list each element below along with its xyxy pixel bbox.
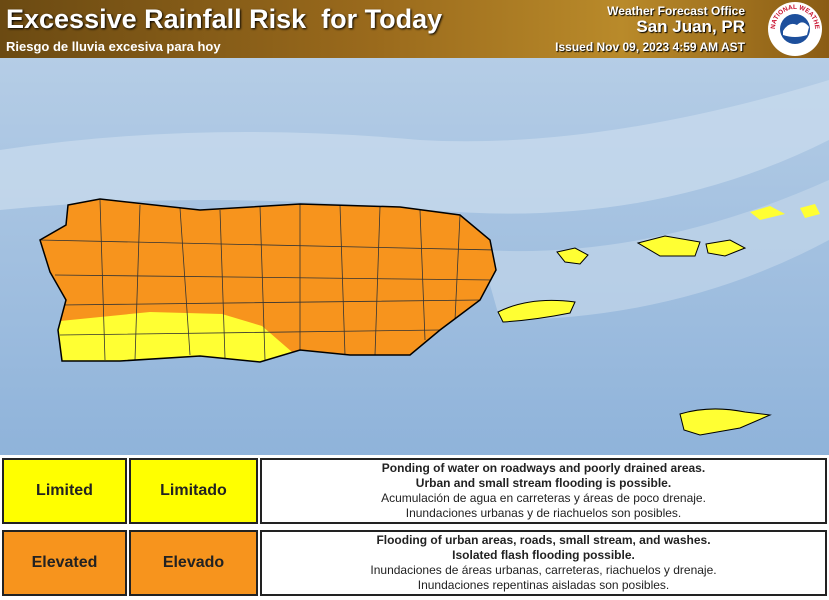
description-line: Isolated flash flooding possible. [452,548,635,562]
nws-logo: NATIONAL WEATHER SERVICE [767,1,822,56]
risk-spanish: Elevado [129,530,258,596]
description-line: Flooding of urban areas, roads, small st… [376,533,711,547]
office: Weather Forecast Office [607,4,745,18]
header: Excessive Rainfall Risk for Today Riesgo… [0,0,829,58]
description-line: Ponding of water on roadways and poorly … [381,461,706,475]
location: San Juan, PR [636,17,745,36]
title: Excessive Rainfall Risk for Today [6,4,443,34]
legend: Limited Limitado Ponding of water on roadw… [0,455,829,600]
legend-row: Elevated Elevado Flooding of urban areas, … [0,527,829,597]
description-line: Inundaciones repentinas aisladas son pos… [417,578,670,592]
description-line: Inundaciones urbanas y de riachuelos son… [405,506,682,520]
description-line: Urban and small stream flooding is possi… [415,476,672,490]
description-line: Inundaciones de áreas urbanas, carretera… [370,563,717,577]
legend-row: Limited Limitado Ponding of water on roadw… [0,455,829,525]
map [0,58,829,455]
risk-english: Limited [2,458,127,524]
risk-description: Ponding of water on roadways and poorly … [260,458,827,524]
risk-spanish: Limitado [129,458,258,524]
issued: Issued Nov 09, 2023 4:59 AM AST [555,40,745,54]
risk-description: Flooding of urban areas, roads, small st… [260,530,827,596]
description-line: Acumulación de agua en carreteras y área… [381,491,706,505]
risk-english: Elevated [2,530,127,596]
subtitle: Riesgo de lluvia excesiva para hoy [6,39,221,54]
